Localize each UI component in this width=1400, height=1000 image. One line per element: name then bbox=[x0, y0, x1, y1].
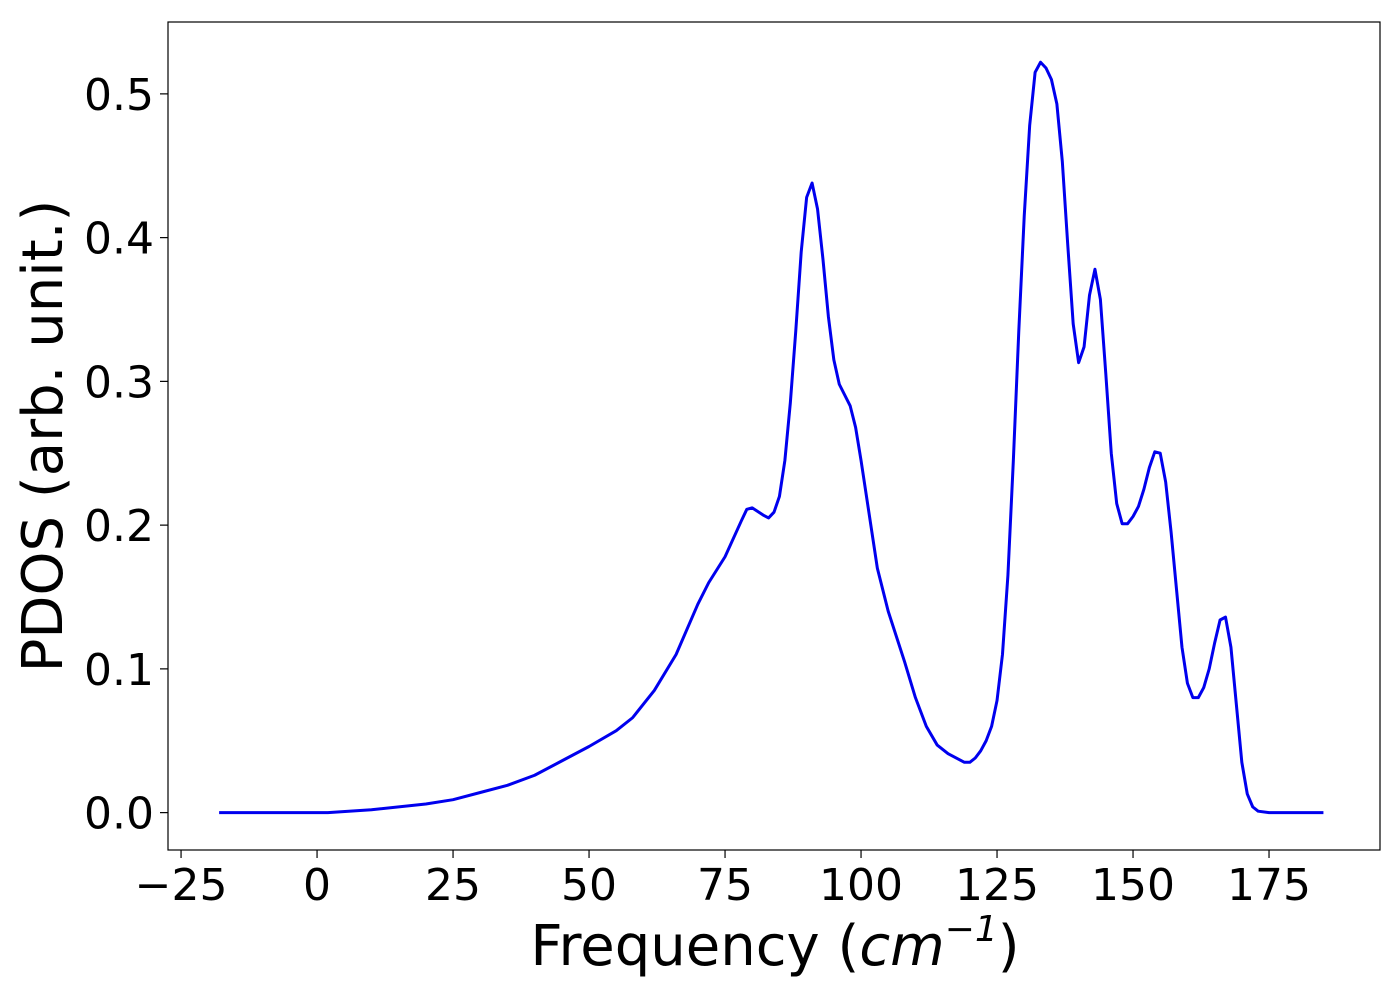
x-tick-label: 0 bbox=[303, 860, 331, 911]
x-tick-label: 150 bbox=[1091, 860, 1175, 911]
y-axis-label: PDOS (arb. unit.) bbox=[11, 200, 76, 673]
y-tick-label: 0.4 bbox=[84, 214, 154, 265]
x-axis-label: Frequency (cm−1) bbox=[530, 909, 1019, 979]
x-label-close: ) bbox=[998, 914, 1020, 979]
plot-frame bbox=[167, 21, 1381, 851]
x-label-text: Frequency ( bbox=[530, 914, 859, 979]
y-tick-label: 0.3 bbox=[84, 357, 154, 408]
pdos-line bbox=[219, 60, 1324, 815]
y-tick-label: 0.1 bbox=[84, 645, 154, 696]
x-tick-label: 50 bbox=[561, 860, 617, 911]
x-label-math: cm bbox=[859, 914, 944, 979]
x-tick-label: 75 bbox=[697, 860, 753, 911]
y-tick-label: 0.2 bbox=[84, 501, 154, 552]
y-tick-label: 0.5 bbox=[84, 70, 154, 121]
y-tick-label: 0.0 bbox=[84, 789, 154, 840]
x-tick-label: 125 bbox=[955, 860, 1039, 911]
x-label-exponent: −1 bbox=[945, 909, 998, 950]
x-tick-label: 175 bbox=[1227, 860, 1311, 911]
x-tick-label: −25 bbox=[135, 860, 228, 911]
x-tick-label: 25 bbox=[425, 860, 481, 911]
x-tick-label: 100 bbox=[819, 860, 903, 911]
